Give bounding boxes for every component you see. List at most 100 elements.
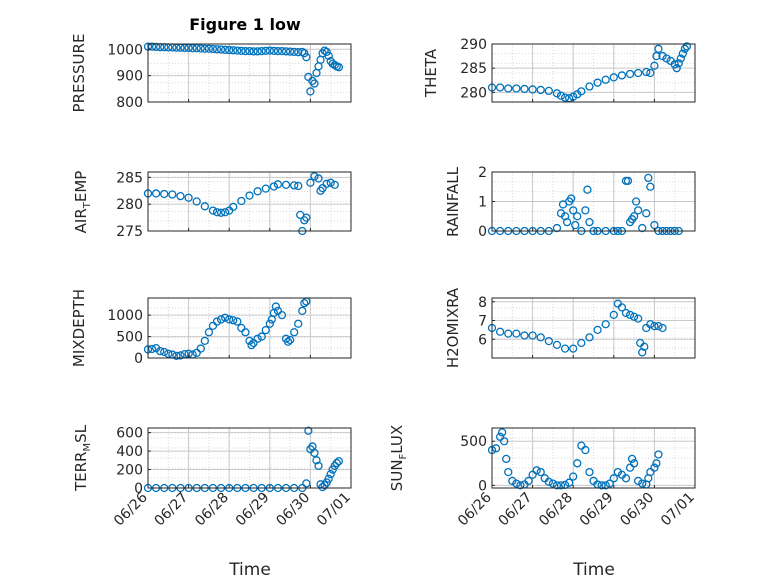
data-point [247,340,256,350]
data-point [322,179,331,188]
data-point [271,302,281,311]
y-tick-label: 600 [116,426,143,442]
data-point [216,208,226,217]
panel-sun-flux: 0 500 06/26 06/27 06/28 06/29 06/30 07/01 SUNF… [388,425,698,580]
data-point [650,61,659,70]
data-point [556,91,566,100]
data-point [631,197,641,206]
y-tick-label: 500 [460,434,487,450]
data-point [544,477,553,486]
y-tick-label: 0 [134,351,143,367]
panel-mixdepth-ylabel: MIXDEPTH [70,289,88,367]
data-point [310,79,319,88]
y-tick-label: 800 [116,95,143,111]
y-tick-label: 500 [116,330,143,346]
data-point [520,331,529,340]
data-point [577,87,586,96]
y-tick-label: 1 [478,195,487,211]
data-point [200,336,209,346]
data-point [638,223,647,233]
y-tick-label: 0 [478,478,487,494]
y-tick-label: 7 [478,314,487,330]
y-tick-label: 8 [478,295,487,311]
data-point [652,459,661,468]
y-tick-label: 275 [116,224,143,240]
data-point [300,49,309,58]
data-point [577,338,586,348]
data-point [536,467,545,477]
panel-mixdepth-y-ticks: 0 500 1000 [107,308,352,367]
panel-air-temp-axes-box [147,171,352,232]
y-tick-label: 200 [116,463,143,479]
data-point [324,51,333,61]
data-point [512,329,521,338]
data-point [164,349,173,358]
data-point [298,47,307,57]
x-tick-label: 06/29 [577,490,617,530]
data-point [294,181,303,191]
data-point [151,189,161,198]
data-point [188,44,197,53]
data-point [290,47,299,57]
data-point [229,316,238,325]
panel-sun-flux-ylabel: SUNFLUX [388,425,409,491]
data-point [302,213,311,222]
panel-air-temp-markers [143,172,339,236]
panel-mixdepth-markers [143,297,311,361]
panel-h2omixra-markers [487,299,667,357]
data-point [593,78,602,87]
panel-terr-msl-grid [148,428,351,489]
data-point [237,46,246,56]
data-point [237,196,246,206]
data-point [601,481,610,490]
data-point [320,46,329,55]
data-point [642,209,651,218]
panel-theta-markers [487,42,692,103]
data-point [654,44,663,53]
panel-terr-msl-x-ticks: 06/26 06/27 06/28 06/29 06/30 07/01 [111,489,354,529]
x-tick-label: 06/30 [617,490,657,530]
data-point [617,303,627,312]
data-point [314,461,323,470]
data-point [212,208,222,217]
panel-h2omixra-ylabel: H2OMIXRA [444,287,462,368]
data-point [330,180,339,190]
data-point [229,46,238,55]
panel-terr-msl: 0 200 400 600 06/26 06/27 06/28 06/29 06/30 07/0… [72,424,354,580]
data-point [585,217,594,227]
data-point [585,333,594,342]
x-tick-label: 07/01 [658,490,698,530]
data-point [524,476,533,486]
data-point [634,68,643,78]
y-tick-label: 0 [478,224,487,240]
panel-air-temp: 275 280 285 AIRTEMP [72,170,352,240]
data-point [200,44,209,53]
data-point [650,321,659,331]
panel-theta-ylabel: THETA [422,48,440,98]
data-point [290,328,299,337]
data-point [172,351,181,361]
data-point [160,347,169,357]
data-point [567,194,576,203]
panel-pressure-y-ticks: 800 900 1000 [107,42,352,111]
data-point [625,69,635,79]
data-point [334,457,343,466]
data-point [200,202,209,211]
data-point [220,45,230,54]
data-point [302,53,311,62]
data-point [581,445,590,455]
data-point [495,432,505,441]
panel-sun-flux-axes-box [491,427,696,489]
data-point [676,54,685,63]
data-point [196,344,205,353]
data-point [176,191,185,201]
data-point [544,336,553,346]
x-tick-label: 06/27 [496,490,536,530]
data-point [609,73,618,82]
data-point [644,173,653,183]
data-point [156,346,165,356]
data-point [528,470,537,479]
data-point [627,454,637,464]
data-point [682,42,692,51]
